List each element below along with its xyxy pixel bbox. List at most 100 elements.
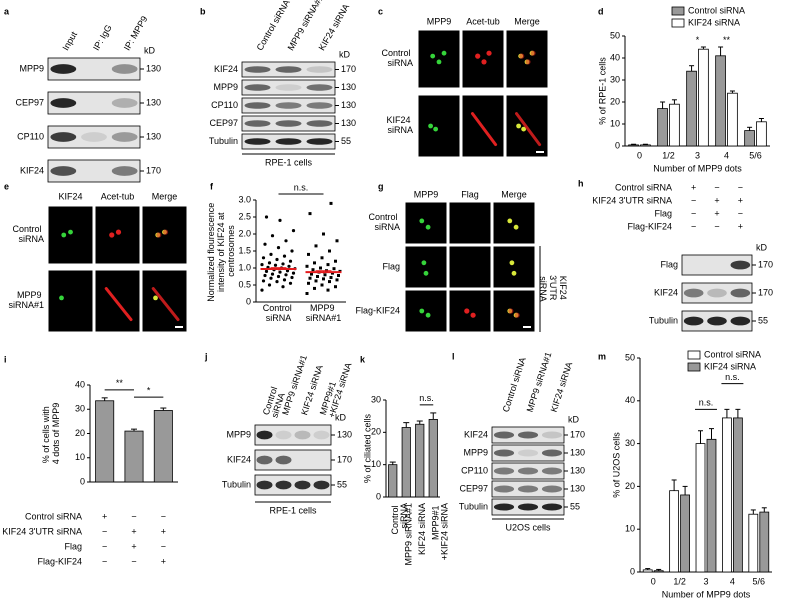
panel-label: a [4,6,10,16]
data-point [307,252,310,256]
blot-row-label: Tubulin [209,136,238,146]
error-bar [645,568,651,570]
significance-label: * [147,386,151,396]
blot-band [275,430,292,440]
legend-swatch [687,350,701,360]
kd-label: 130 [570,483,585,493]
red-signal [525,59,531,65]
bar [759,511,770,573]
error-bar [315,270,332,274]
micrograph [492,201,536,245]
bar [642,569,653,573]
blot-band [493,485,515,493]
text-line: siRNA [538,276,548,302]
data-point [335,278,339,282]
micrograph [47,269,94,333]
x-tick-label: 4 [724,150,729,160]
data-point [263,242,267,246]
y-axis-label: % of cells with 4 dots of MPP9 [41,403,61,465]
blot-band [50,166,77,176]
row-label: KIF24 siRNA [386,115,413,135]
error-bar [750,509,756,515]
data-point [267,261,272,265]
green-signal [423,270,429,276]
row-label: Control siRNA [368,212,400,232]
blot-band [256,430,273,440]
condition-mark: − [102,541,107,551]
y-tick-label: 0 [246,296,251,306]
text-line: MPP9#1 [431,503,441,540]
green-signal [419,308,425,314]
column-header: Merge [152,191,178,201]
micrograph [448,289,492,333]
red-signal [514,312,520,318]
blot-band [275,120,302,127]
lane-label: KIF24 siRNA [317,2,352,52]
data-point [329,201,333,205]
condition-mark: − [714,182,719,192]
data-point [290,275,294,280]
blot-band [244,66,271,73]
column-header: MPP9 [414,189,439,199]
x-tick-label: 1/2 [673,576,686,586]
blot-band [541,503,563,511]
micrograph [448,245,492,289]
blot-row-label: MPP9 [226,429,251,439]
x-tick-label: 1/2 [662,150,675,160]
blot-row-label: CP110 [17,131,44,141]
blot-band [730,260,751,270]
bar [657,108,668,147]
kd-label: 170 [758,287,773,297]
blot-row-label: KIF24 [654,287,678,297]
red-signal [104,287,133,322]
y-tick-label: 1.5 [238,245,251,255]
condition-mark: − [131,511,136,521]
x-tick-label: Control siRNA [263,303,295,323]
y-tick-label: 40 [75,379,85,389]
green-signal [421,260,427,266]
condition-mark: − [691,221,696,231]
blot-band [244,84,271,91]
unit-label: kD [144,45,156,55]
blot-row-label: MPP9 [213,82,238,92]
row-label: Control siRNA [381,48,413,68]
text-line: +KIF24 siRNA [440,503,450,560]
panel-label: k [360,354,366,364]
micrograph [417,94,461,158]
blot-band [683,288,704,298]
data-point [281,285,285,289]
text-line: siRNA [266,313,292,323]
data-point [335,239,339,243]
bar [124,430,144,483]
condition-label: Flag [654,208,672,218]
text-line: centrosomes [226,225,236,277]
y-tick-label: 20 [610,96,620,106]
condition-mark: − [691,208,696,218]
condition-mark: − [738,208,743,218]
unit-label: kD [756,242,768,252]
y-tick-label: 50 [610,30,620,40]
micrograph [417,29,461,89]
y-axis-label: Normalized flourescence intensity of KIF… [206,200,236,302]
data-point [276,246,281,250]
data-point [328,280,331,284]
bar [640,144,651,147]
micrograph [47,205,94,265]
lane-label: Input [60,29,79,52]
error-bar [631,143,637,145]
legend-label: KIF24 siRNA [688,17,740,27]
blot-band [275,84,302,91]
condition-mark: + [161,556,166,566]
blot-band [493,449,515,457]
condition-mark: − [102,556,107,566]
green-signal [441,50,447,56]
kd-label: 170 [341,64,356,74]
x-tick-label: 3 [695,150,700,160]
y-tick-label: 2.0 [238,228,251,238]
data-point [264,269,269,273]
condition-mark: − [691,195,696,205]
blot-band [50,132,77,142]
kd-label: 130 [341,100,356,110]
blot-row-label: KIF24 [227,454,251,464]
